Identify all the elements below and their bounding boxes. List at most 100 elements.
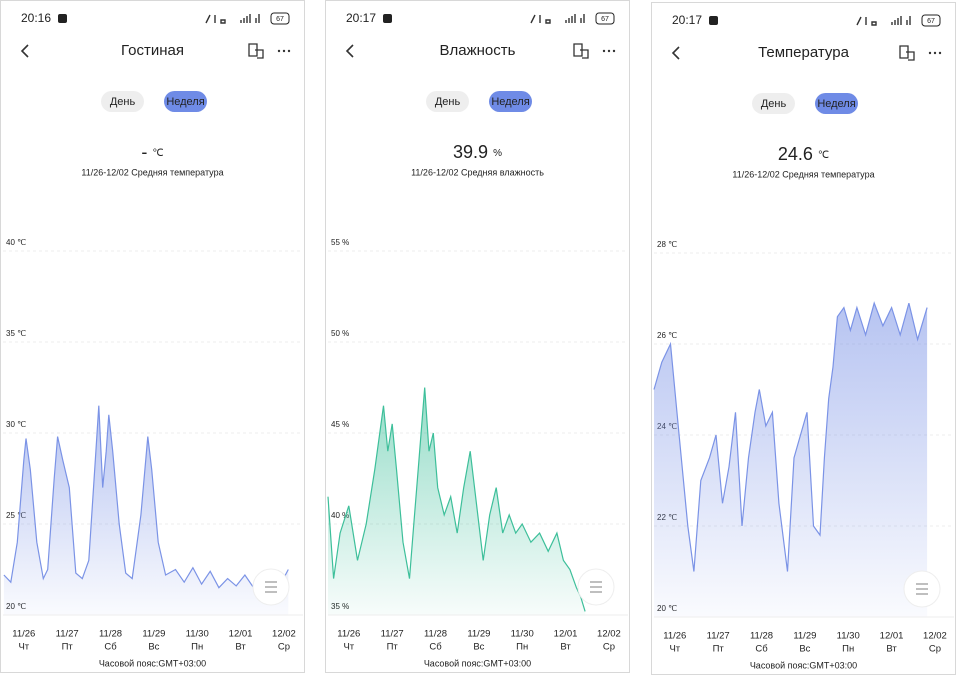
x-tick-label: 12/01 <box>880 631 904 642</box>
area-fill <box>654 303 928 617</box>
tab-day[interactable] <box>426 91 469 112</box>
export-button[interactable] <box>573 43 589 59</box>
average-value: 39.9% <box>453 142 502 162</box>
battery-level: 67 <box>601 16 609 23</box>
timezone: Часовой пояс:GMT+03:00 <box>424 658 531 668</box>
x-tick-label: 11/28 <box>750 631 773 642</box>
phone-screen: 20:17 67 Температура День Неделя 24.6 ℃ 11/26-1… <box>651 2 956 675</box>
x-tick-label: 11/27 <box>707 631 730 642</box>
x-weekday-label: Ср <box>929 644 941 655</box>
data-line <box>3 405 289 589</box>
data-line <box>653 301 928 572</box>
x-weekday-label: Пт <box>62 642 74 653</box>
x-weekday-label: Пн <box>842 644 854 655</box>
value: 24.6 <box>778 144 813 164</box>
x-tick-label: 12/01 <box>554 629 578 640</box>
x-weekday-label: Сб <box>429 642 442 653</box>
back-button[interactable] <box>345 44 354 58</box>
export-button[interactable] <box>248 43 264 59</box>
subtitle: 11/26-12/02 Средняя температура <box>732 169 874 179</box>
unit: ℃ <box>818 150 829 161</box>
x-tick-label: 11/30 <box>837 631 860 642</box>
battery-icon <box>921 14 941 27</box>
more-dot[interactable] <box>933 51 937 55</box>
screen-title: Температура <box>758 44 850 61</box>
notif-icon <box>709 16 718 25</box>
x-weekday-label: Ср <box>603 642 615 653</box>
y-tick-label: 35 ℃ <box>6 329 26 338</box>
back-button[interactable] <box>671 46 680 60</box>
battery-icon <box>270 12 290 25</box>
average-value: - ℃ <box>141 142 163 162</box>
unit: ℃ <box>152 148 163 159</box>
subtitle: 11/26-12/02 Средняя температура <box>81 167 223 177</box>
more-dot[interactable] <box>277 49 281 53</box>
tab-week[interactable] <box>164 91 207 112</box>
x-tick-label: 11/27 <box>381 629 404 640</box>
x-weekday-label: Вс <box>473 642 484 653</box>
data-line <box>327 387 586 612</box>
export-button[interactable] <box>899 45 915 61</box>
y-tick-label: 30 ℃ <box>6 420 26 429</box>
tab-week-label: Неделя <box>817 98 855 110</box>
x-tick-label: 11/26 <box>337 629 360 640</box>
x-tick-label: 11/27 <box>56 629 79 640</box>
tab-day[interactable] <box>752 93 795 114</box>
value: - <box>141 142 147 162</box>
unit: % <box>493 148 502 159</box>
x-weekday-label: Пн <box>191 642 203 653</box>
average-value: 24.6 ℃ <box>778 144 829 164</box>
tab-week[interactable] <box>815 93 858 114</box>
battery-level: 67 <box>276 16 284 23</box>
back-button[interactable] <box>20 44 29 58</box>
tab-day-label: День <box>761 98 787 110</box>
x-weekday-label: Ср <box>278 642 290 653</box>
status-time: 20:17 <box>672 13 702 27</box>
x-tick-label: 12/01 <box>229 629 253 640</box>
more-dot[interactable] <box>612 49 616 53</box>
x-weekday-label: Чт <box>18 642 29 653</box>
y-tick-label: 45 % <box>331 420 349 429</box>
status-time: 20:17 <box>346 11 376 25</box>
tab-day[interactable] <box>101 91 144 112</box>
battery-icon <box>595 12 615 25</box>
more-dot[interactable] <box>938 51 942 55</box>
more-dot[interactable] <box>928 51 932 55</box>
notif-icon <box>58 14 67 23</box>
y-tick-label: 25 ℃ <box>6 511 26 520</box>
menu-icon <box>590 581 602 593</box>
x-tick-label: 12/02 <box>597 629 621 640</box>
more-dot[interactable] <box>607 49 611 53</box>
x-weekday-label: Вт <box>886 644 897 655</box>
x-weekday-label: Пн <box>516 642 528 653</box>
x-tick-label: 11/30 <box>186 629 209 640</box>
battery-level: 67 <box>927 18 935 25</box>
phone-screen: 20:17 67 Влажность День Неделя 39.9 % 11/26-12/… <box>325 0 630 673</box>
y-tick-label: 40 ℃ <box>6 238 26 247</box>
signal-icons <box>856 16 911 26</box>
signal-icons <box>205 14 260 24</box>
more-dot[interactable] <box>602 49 606 53</box>
area-fill <box>328 387 586 615</box>
y-tick-label: 50 % <box>331 329 349 338</box>
more-dot[interactable] <box>287 49 291 53</box>
status-time: 20:16 <box>21 11 51 25</box>
tab-week-label: Неделя <box>166 96 204 108</box>
screen-title: Влажность <box>440 42 516 59</box>
tab-week-label: Неделя <box>491 96 529 108</box>
x-weekday-label: Пт <box>713 644 725 655</box>
tab-day-label: День <box>435 96 461 108</box>
value: 39.9 <box>453 142 488 162</box>
x-tick-label: 12/02 <box>272 629 296 640</box>
menu-icon <box>265 581 277 593</box>
x-tick-label: 11/29 <box>142 629 165 640</box>
x-weekday-label: Сб <box>104 642 117 653</box>
x-tick-label: 12/02 <box>923 631 947 642</box>
tab-week[interactable] <box>489 91 532 112</box>
x-tick-label: 11/29 <box>467 629 490 640</box>
x-tick-label: 11/28 <box>424 629 447 640</box>
more-dot[interactable] <box>282 49 286 53</box>
signal-icons <box>530 14 585 24</box>
